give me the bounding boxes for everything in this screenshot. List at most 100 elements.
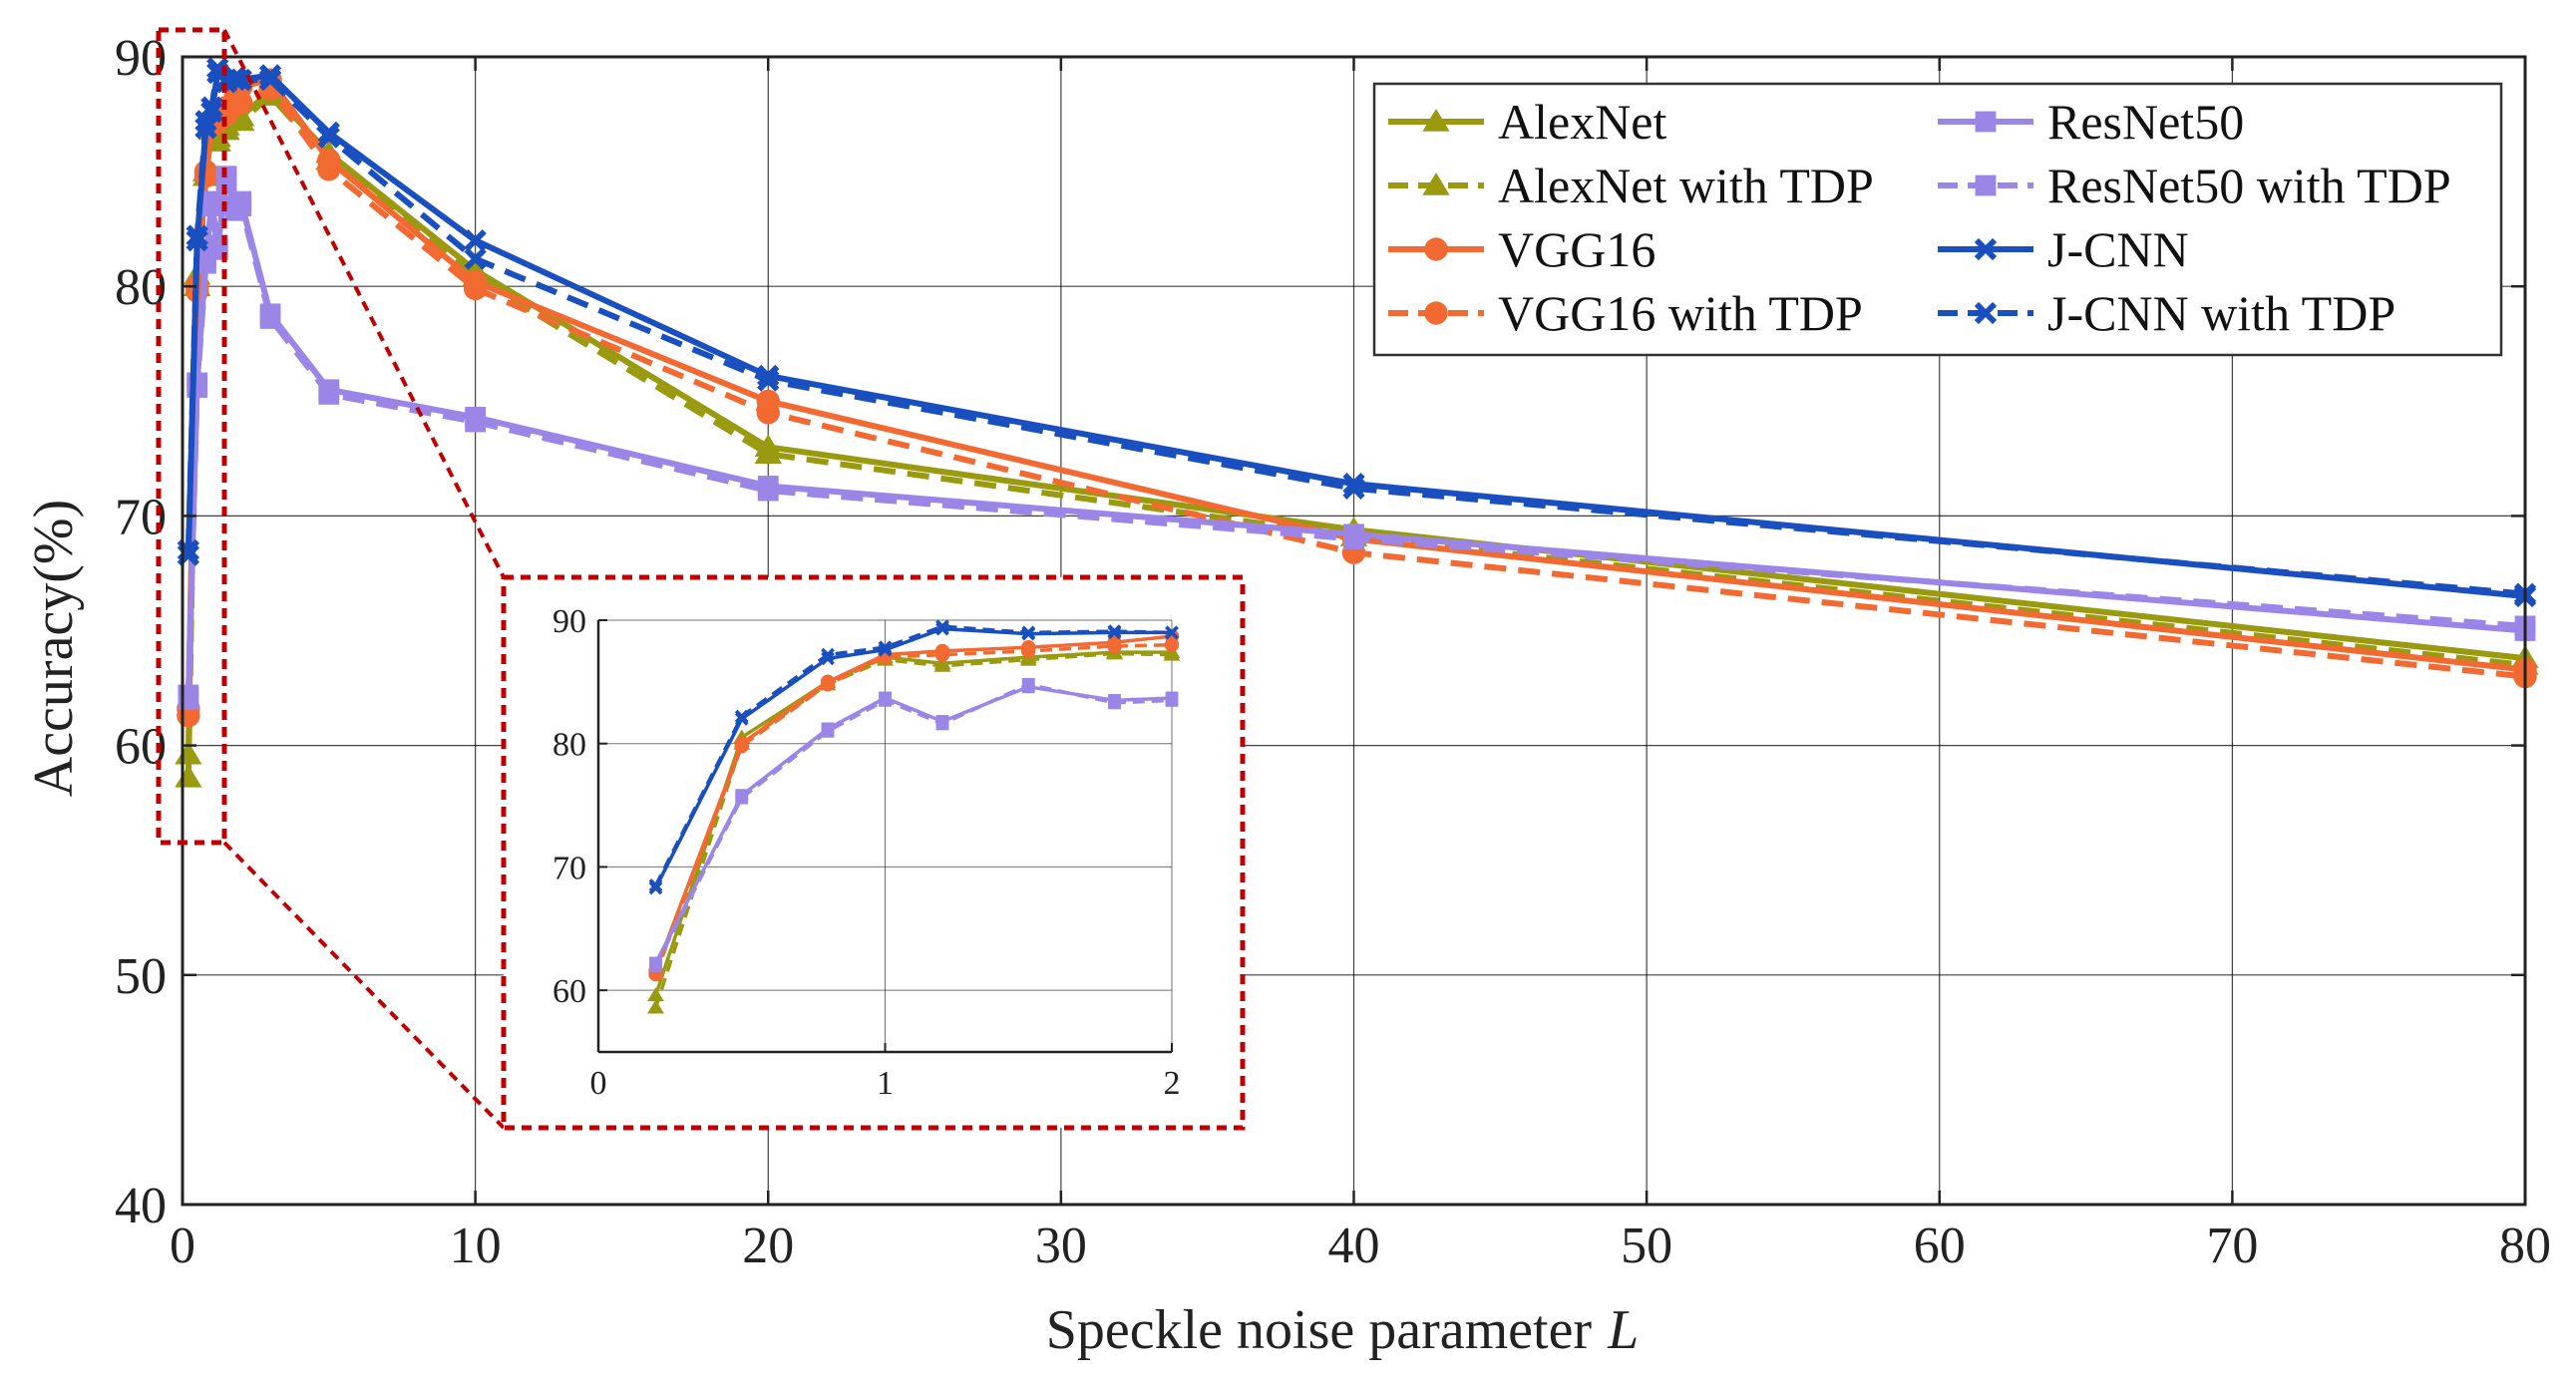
legend-label: ResNet50 xyxy=(2047,94,2244,150)
x-tick-label: 0 xyxy=(170,1217,195,1274)
data-point xyxy=(1343,528,1364,549)
legend-label: J-CNN with TDP xyxy=(2047,285,2395,341)
legend-swatch-marker xyxy=(1424,301,1448,325)
data-point xyxy=(185,224,208,247)
x-axis-title-text: Speckle noise parameter xyxy=(1046,1299,1593,1361)
data-point xyxy=(317,158,341,181)
inset-data-point xyxy=(1019,651,1037,666)
data-point xyxy=(754,441,782,464)
legend-item-j-cnn-with-tdp: J-CNN with TDP xyxy=(1938,285,2395,341)
inset-data-point xyxy=(820,677,836,692)
inset-data-point xyxy=(821,651,835,666)
inset-series-line xyxy=(653,642,1173,975)
inset-x-tick-label: 1 xyxy=(877,1065,894,1102)
inset-axes: 0 1 2 60 70 80 90 xyxy=(552,603,1181,1102)
x-tick-label: 80 xyxy=(2499,1217,2551,1274)
legend-box xyxy=(1372,82,2503,357)
inset-data-point xyxy=(649,959,662,972)
inset-series-line xyxy=(653,682,1173,967)
x-tick-label: 60 xyxy=(1914,1217,1966,1274)
data-point xyxy=(464,247,487,270)
inset-series-j-cnn-with-tdp xyxy=(648,619,1179,892)
data-point xyxy=(229,91,253,115)
data-point xyxy=(200,195,222,217)
series-resnet50-with-tdp xyxy=(178,166,2536,710)
data-point xyxy=(1342,477,1365,500)
legend-item-vgg16-with-tdp: VGG16 with TDP xyxy=(1388,285,1863,341)
data-point xyxy=(757,480,779,502)
legend-item-resnet50-with-tdp: ResNet50 with TDP xyxy=(1938,158,2451,213)
main-series-group xyxy=(175,57,2539,788)
data-point xyxy=(258,68,282,92)
inset-data-point xyxy=(934,647,950,662)
inset-series-resnet50-with-tdp xyxy=(649,677,1179,972)
inset-data-point xyxy=(647,999,664,1014)
inset-zoom-chart: 0 1 2 60 70 80 90 xyxy=(552,603,1181,1102)
data-point xyxy=(229,68,252,92)
inset-data-point xyxy=(1164,637,1180,652)
legend-swatch-marker xyxy=(1975,174,1997,196)
inset-series-line xyxy=(653,650,1172,996)
inset-data-point xyxy=(879,694,892,707)
legend-label: VGG16 xyxy=(1498,221,1656,277)
legend-item-resnet50: ResNet50 xyxy=(1938,94,2244,150)
legend-swatch-marker xyxy=(1975,111,1997,133)
y-tick-label: 50 xyxy=(115,948,167,1005)
x-tick-label: 30 xyxy=(1035,1217,1087,1274)
inset-series-line xyxy=(653,634,1173,971)
data-point xyxy=(317,126,340,149)
data-point xyxy=(193,165,218,188)
y-axis-title: Accuracy(%) xyxy=(23,500,85,797)
inset-series-group xyxy=(647,619,1181,1014)
inset-data-point xyxy=(648,878,663,892)
inset-data-point xyxy=(1165,694,1179,707)
zoom-connector-top xyxy=(222,29,506,578)
inset-border-box xyxy=(501,574,1246,1131)
inset-data-point xyxy=(1108,696,1121,710)
legend-item-j-cnn: J-CNN xyxy=(1938,221,2189,277)
x-tick-label: 20 xyxy=(742,1217,794,1274)
data-point xyxy=(194,110,217,133)
inset-data-point xyxy=(821,647,835,662)
x-tick-label: 40 xyxy=(1328,1217,1380,1274)
inset-y-tick-label: 80 xyxy=(552,727,586,764)
legend-swatch-marker xyxy=(1424,237,1448,261)
inset-y-tick-label: 70 xyxy=(552,850,586,886)
inset-data-point xyxy=(933,657,951,672)
legend-label: ResNet50 with TDP xyxy=(2047,158,2451,213)
inset-series-line xyxy=(653,624,1173,886)
inset-data-point xyxy=(878,640,893,655)
inset-data-point xyxy=(821,724,835,738)
inset-data-point xyxy=(935,717,949,731)
data-point xyxy=(756,401,780,425)
zoom-indicator xyxy=(156,27,1246,1131)
data-point xyxy=(258,64,282,87)
legend-item-vgg16: VGG16 xyxy=(1388,221,1656,277)
inset-data-point xyxy=(1021,643,1036,659)
x-tick-label: 10 xyxy=(450,1217,502,1274)
inset-y-tick-label: 90 xyxy=(552,603,586,640)
data-point xyxy=(757,369,780,392)
legend-swatch-marker xyxy=(1974,237,1998,261)
inset-data-point xyxy=(1163,646,1181,661)
legend-label: VGG16 with TDP xyxy=(1498,285,1863,341)
inset-data-point xyxy=(1165,625,1179,640)
x-tick-label: 70 xyxy=(2206,1217,2258,1274)
legend-swatch-marker xyxy=(1974,301,1998,325)
inset-y-tick-label: 60 xyxy=(552,973,586,1010)
inset-data-point xyxy=(1021,677,1035,691)
inset-x-tick-label: 2 xyxy=(1164,1065,1181,1102)
inset-data-point xyxy=(1107,638,1122,654)
data-point xyxy=(464,228,487,252)
x-axis-title-var: L xyxy=(1607,1299,1639,1361)
inset-data-point xyxy=(734,709,749,724)
legend-label: AlexNet xyxy=(1498,94,1666,150)
legend-swatch-marker xyxy=(1422,109,1450,132)
x-tick-label: 50 xyxy=(1621,1217,1672,1274)
data-point xyxy=(200,96,223,119)
legend-label: J-CNN xyxy=(2047,221,2189,277)
legend-label: AlexNet with TDP xyxy=(1498,158,1874,213)
data-point xyxy=(318,383,340,405)
